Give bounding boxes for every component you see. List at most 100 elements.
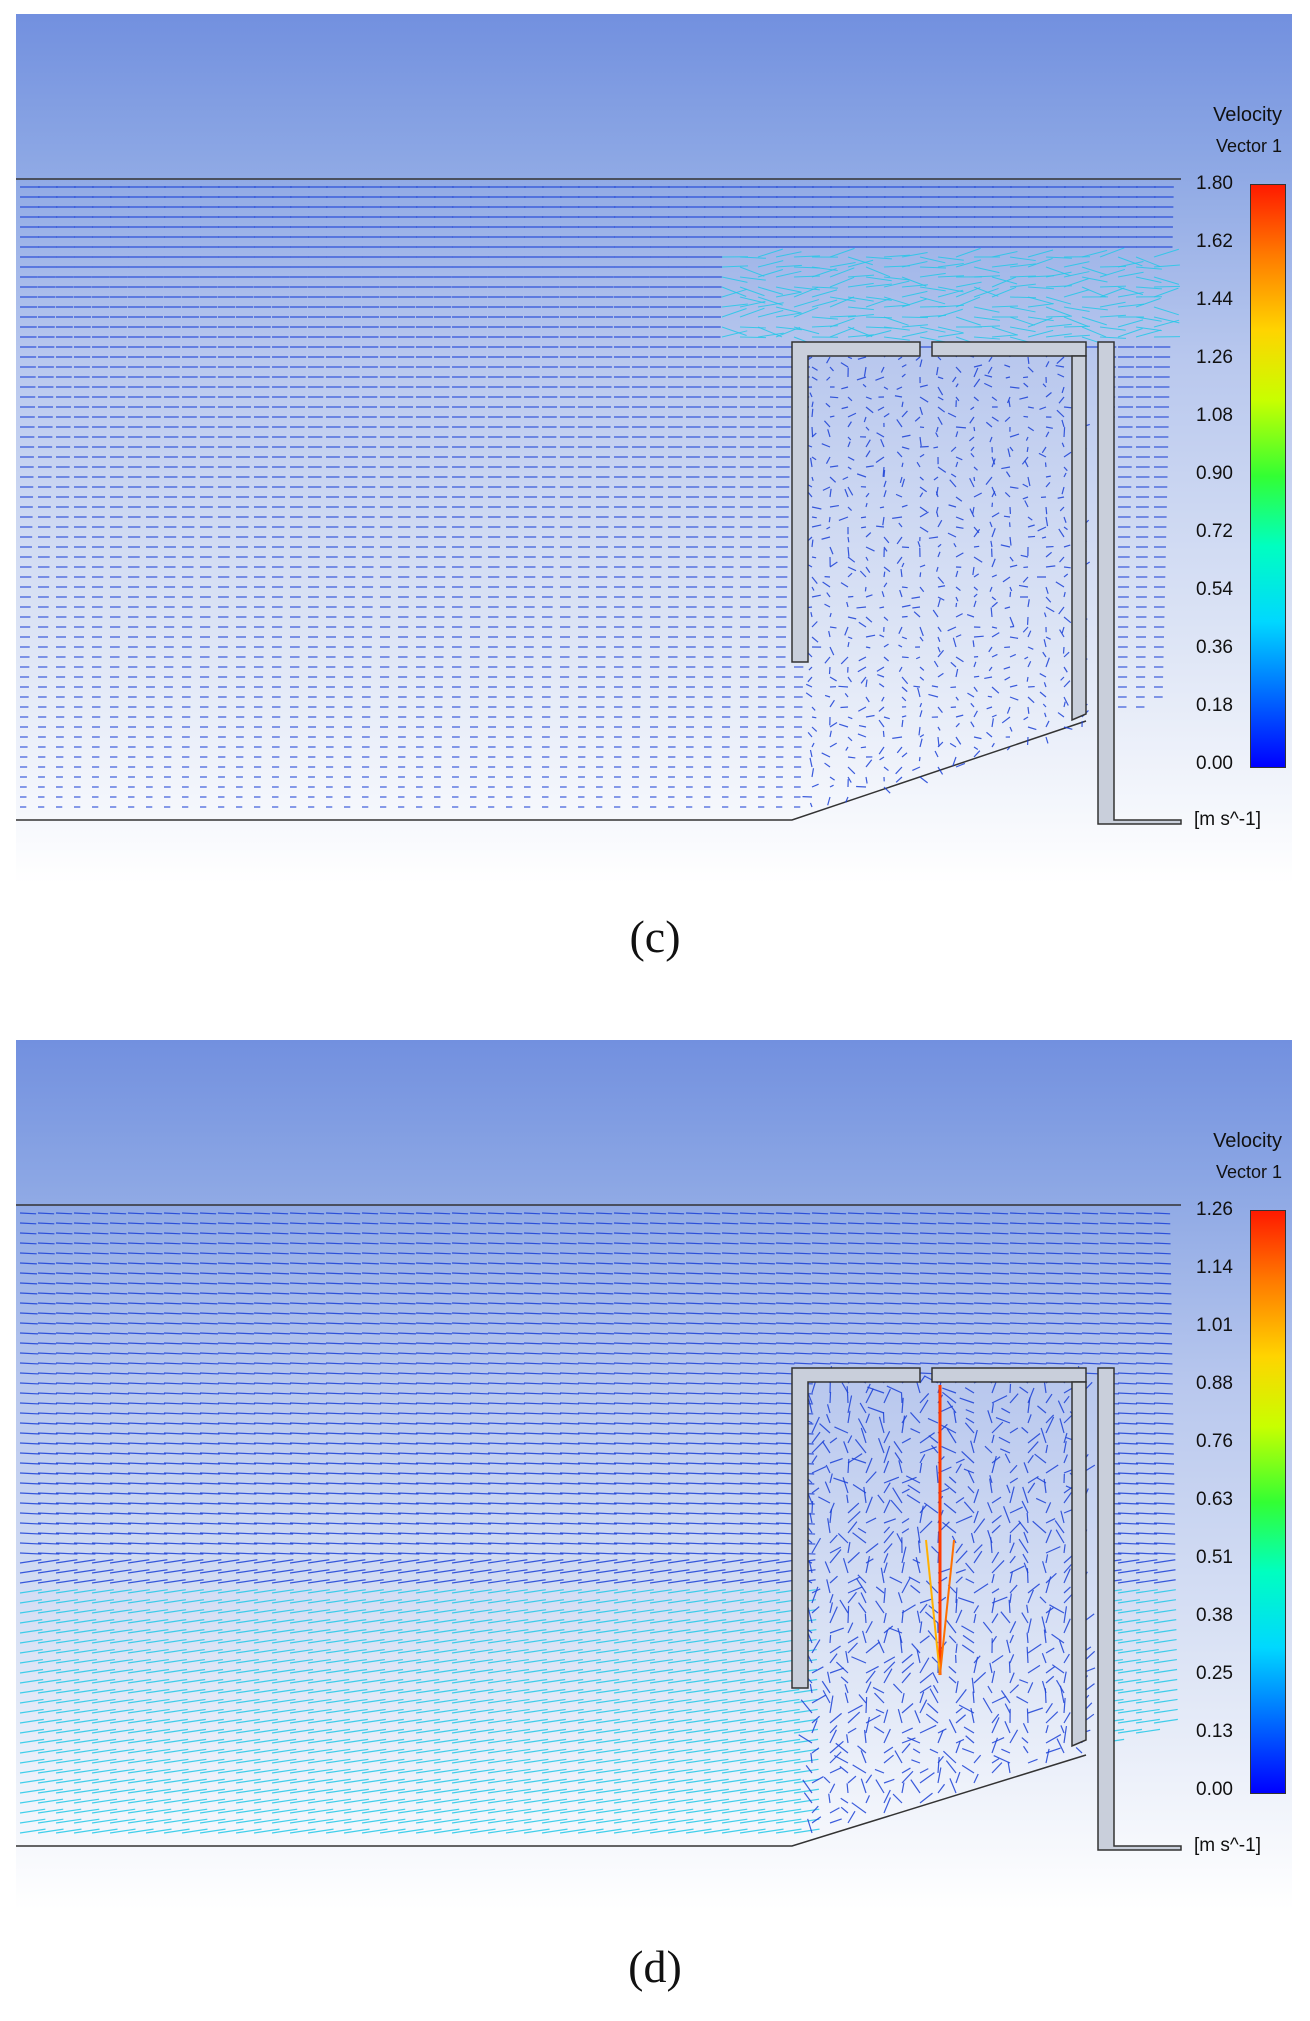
velocity-vector xyxy=(875,376,885,381)
velocity-vector xyxy=(898,522,903,528)
velocity-vector xyxy=(919,453,925,458)
velocity-vector xyxy=(1009,433,1020,438)
velocity-vector xyxy=(1009,275,1036,278)
velocity-vector xyxy=(217,1252,235,1255)
velocity-vector xyxy=(19,1372,39,1375)
velocity-vector xyxy=(73,1312,92,1315)
velocity-vector xyxy=(955,570,959,578)
velocity-vector xyxy=(847,572,853,578)
velocity-vector xyxy=(613,1222,631,1225)
velocity-vector xyxy=(876,432,885,438)
velocity-vector xyxy=(361,1232,379,1235)
velocity-vector xyxy=(325,1282,344,1285)
velocity-vector xyxy=(19,1292,38,1295)
velocity-vector xyxy=(559,1292,578,1295)
velocity-vector xyxy=(865,316,893,319)
velocity-vector xyxy=(991,718,994,728)
velocity-vector xyxy=(901,504,908,508)
velocity-vector xyxy=(271,1342,291,1345)
velocity-vector xyxy=(199,1242,217,1245)
velocity-vector xyxy=(955,516,964,521)
velocity-vector xyxy=(451,1322,470,1325)
velocity-vector xyxy=(919,296,946,305)
velocity-vector xyxy=(1117,1232,1135,1235)
colorbar-tick-label: 1.08 xyxy=(1196,405,1233,426)
velocity-vector xyxy=(343,1302,362,1305)
velocity-vector xyxy=(1009,1292,1028,1295)
velocity-vector xyxy=(109,1332,129,1335)
velocity-vector xyxy=(901,686,908,693)
velocity-vector xyxy=(757,1212,775,1215)
velocity-vector xyxy=(595,1322,614,1325)
velocity-vector xyxy=(811,726,818,732)
velocity-vector xyxy=(559,1272,578,1275)
velocity-vector xyxy=(1009,1322,1028,1325)
velocity-vector xyxy=(73,1252,91,1255)
velocity-vector xyxy=(984,382,993,388)
velocity-vector xyxy=(955,1312,974,1315)
velocity-vector xyxy=(883,643,889,648)
velocity-vector xyxy=(487,1252,505,1255)
velocity-vector xyxy=(955,714,964,718)
velocity-vector xyxy=(415,1252,433,1255)
colorbar-tick-label: 1.62 xyxy=(1196,231,1233,252)
velocity-vector xyxy=(955,496,963,502)
velocity-vector xyxy=(469,1352,489,1355)
velocity-vector xyxy=(1099,1322,1118,1325)
velocity-vector xyxy=(847,1322,866,1325)
velocity-vector xyxy=(838,516,849,522)
velocity-vector xyxy=(811,621,818,628)
velocity-vector xyxy=(91,1242,109,1245)
velocity-vector xyxy=(757,1232,775,1235)
velocity-vector xyxy=(91,1212,109,1215)
velocity-vector xyxy=(757,1222,775,1225)
velocity-vector xyxy=(901,1352,921,1355)
velocity-vector xyxy=(955,431,959,438)
velocity-vector xyxy=(879,634,885,638)
velocity-vector xyxy=(1027,257,1053,268)
velocity-vector xyxy=(361,1242,379,1245)
velocity-vector xyxy=(955,426,967,429)
velocity-vector xyxy=(991,1292,1010,1295)
velocity-vector xyxy=(505,1222,523,1225)
velocity-vector xyxy=(973,316,1000,321)
velocity-vector xyxy=(199,1222,217,1225)
velocity-vector xyxy=(613,1302,632,1305)
velocity-vector xyxy=(1045,333,1072,338)
velocity-vector xyxy=(217,1362,237,1365)
velocity-vector xyxy=(847,421,852,428)
velocity-vector xyxy=(343,1262,361,1265)
velocity-vector xyxy=(505,1362,525,1365)
velocity-vector xyxy=(415,1242,433,1245)
velocity-vector xyxy=(847,1272,866,1275)
velocity-vector xyxy=(883,1282,902,1285)
velocity-vector xyxy=(896,451,903,458)
velocity-vector xyxy=(1135,1232,1153,1235)
velocity-vector xyxy=(991,458,996,468)
velocity-vector xyxy=(991,486,997,497)
velocity-vector xyxy=(235,1222,253,1225)
velocity-vector xyxy=(937,1362,957,1365)
velocity-vector xyxy=(199,1302,218,1305)
velocity-vector xyxy=(433,1272,452,1275)
velocity-vector xyxy=(984,676,993,680)
velocity-vector xyxy=(1063,306,1090,312)
velocity-vector xyxy=(973,1322,992,1325)
velocity-vector xyxy=(145,1252,163,1255)
velocity-vector xyxy=(1027,1302,1046,1305)
velocity-vector xyxy=(1045,1342,1065,1345)
velocity-vector xyxy=(1135,1282,1154,1285)
velocity-vector xyxy=(811,1332,831,1335)
velocity-vector xyxy=(1009,653,1017,658)
velocity-vector xyxy=(757,1352,777,1355)
velocity-vector xyxy=(811,476,814,482)
velocity-vector xyxy=(847,1212,865,1215)
velocity-vector xyxy=(1042,383,1047,388)
velocity-vector xyxy=(325,1332,345,1335)
velocity-vector xyxy=(181,1272,200,1275)
velocity-vector xyxy=(883,254,910,258)
velocity-vector xyxy=(307,1222,325,1225)
velocity-vector xyxy=(577,1362,597,1365)
velocity-vector xyxy=(991,714,997,718)
velocity-vector xyxy=(523,1312,542,1315)
